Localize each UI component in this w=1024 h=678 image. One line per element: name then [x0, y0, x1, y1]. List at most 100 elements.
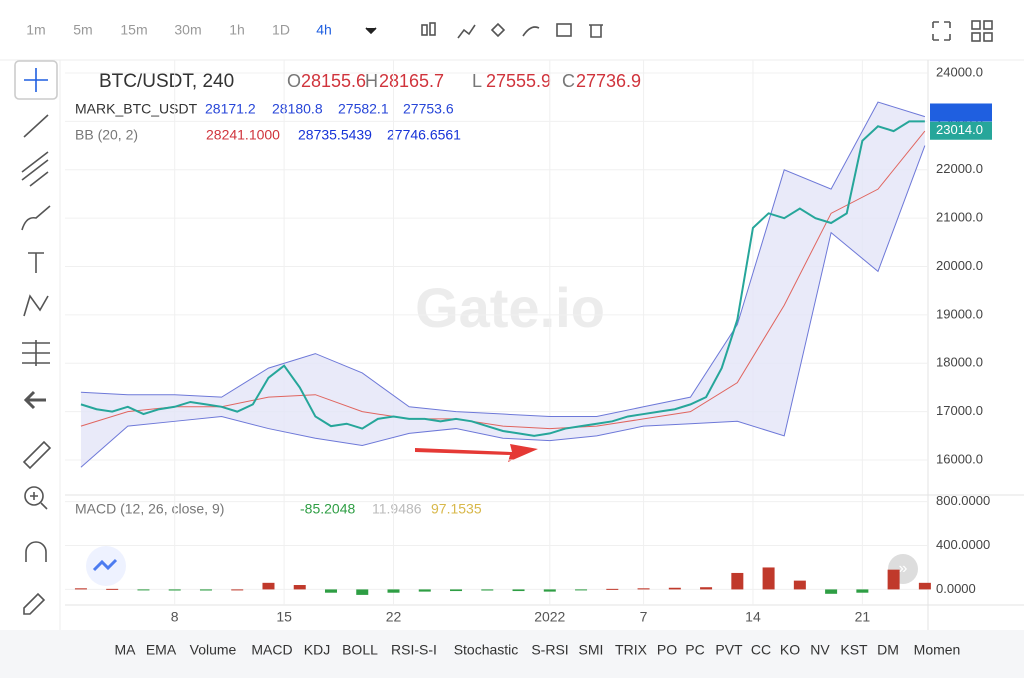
macd-name: MACD (12, 26, close, 9) [75, 501, 224, 517]
scroll-icon: » [899, 560, 908, 577]
fib-tool[interactable] [21, 151, 49, 187]
mark-value: 27753.6 [403, 101, 454, 117]
interval-button[interactable]: 1h [229, 22, 245, 38]
mark-value: 28171.2 [205, 101, 256, 117]
indicator-button[interactable]: PVT [715, 642, 743, 658]
y-tick-label: 21000.0 [936, 210, 983, 225]
macd-value: 11.9486 [372, 501, 422, 517]
candle-icon[interactable] [421, 24, 428, 36]
y-tick-label: 24000.0 [936, 64, 983, 79]
fullscreen-icon[interactable] [932, 21, 951, 41]
x-tick-label: 8 [171, 609, 179, 625]
interval-button[interactable]: 1m [26, 22, 45, 38]
mark-value: 27582.1 [338, 101, 389, 117]
macd-tick-label: 800.0000 [936, 493, 990, 508]
interval-dropdown[interactable] [365, 27, 377, 35]
y-tick-label: 22000.0 [936, 161, 983, 176]
ohlc-value: 27736.9 [576, 71, 641, 91]
bb-lower [80, 145, 926, 468]
macd-bar [387, 589, 400, 593]
ohlc-label: C [562, 71, 575, 91]
magnet-tool[interactable] [25, 541, 47, 562]
interval-button[interactable]: 4h [316, 22, 332, 38]
indicator-button[interactable]: KO [780, 642, 800, 658]
indicator-button[interactable]: BOLL [342, 642, 378, 658]
mark-value: 28180.8 [272, 101, 323, 117]
settings-icon[interactable] [490, 22, 506, 38]
macd-bar [262, 582, 275, 590]
indicator-button[interactable]: Volume [190, 642, 237, 658]
ruler-tool[interactable] [22, 440, 52, 470]
indicator-button[interactable]: RSI-S-I [391, 642, 437, 658]
macd-bar [199, 589, 212, 591]
macd-bar [543, 589, 556, 592]
ohlc-value: 27555.9 [486, 71, 551, 91]
symbol: BTC/USDT, 240 [99, 71, 234, 92]
x-tick-label: 2022 [534, 609, 565, 625]
layout-icon[interactable] [971, 20, 981, 30]
measure-tool[interactable] [22, 340, 50, 366]
indicator-button[interactable]: NV [810, 642, 830, 658]
zoom-tool[interactable] [24, 486, 44, 506]
indicator-button[interactable]: SMI [579, 642, 604, 658]
indicator-button[interactable]: KST [840, 642, 868, 658]
pattern-tool[interactable] [23, 294, 49, 317]
macd-bar [825, 589, 838, 594]
toolbar-icons [365, 20, 993, 42]
macd-bar [731, 572, 744, 590]
text-tool[interactable] [28, 252, 44, 273]
indicator-icon[interactable] [457, 24, 476, 39]
indicator-button[interactable]: Momen [914, 642, 961, 658]
macd-bar [637, 588, 650, 590]
indicator-button[interactable]: Stochastic [454, 642, 519, 658]
interval-button[interactable]: 1D [272, 22, 290, 38]
indicator-button[interactable]: MA [115, 642, 137, 658]
indicator-button[interactable]: S-RSI [531, 642, 568, 658]
candle-icon[interactable] [429, 22, 436, 36]
macd-bar [293, 585, 306, 590]
macd-bar [74, 588, 87, 590]
indicator-button[interactable]: EMA [146, 642, 177, 658]
indicator-button[interactable]: KDJ [304, 642, 330, 658]
y-tick-label: 18000.0 [936, 355, 983, 370]
macd-bar [856, 589, 869, 593]
back-tool[interactable] [23, 390, 46, 410]
macd-bar [918, 582, 931, 590]
line-tool[interactable] [23, 114, 49, 138]
ohlc-label: H [365, 71, 378, 91]
brush-tool[interactable] [21, 205, 51, 231]
indicator-bar [0, 630, 1024, 678]
interval-button[interactable]: 5m [73, 22, 92, 38]
x-tick-label: 14 [745, 609, 761, 625]
price-tag [930, 103, 992, 122]
indicator-button[interactable]: PC [685, 642, 704, 658]
x-tick-label: 15 [276, 609, 292, 625]
macd-bar [324, 589, 337, 593]
macd-tick-label: 400.0000 [936, 537, 990, 552]
delete-icon[interactable] [589, 24, 603, 38]
price-tag [930, 121, 992, 140]
interval-button[interactable]: 30m [174, 22, 201, 38]
lock-tool[interactable] [23, 592, 46, 615]
macd-value: 97.1535 [431, 501, 482, 517]
macd-bar [231, 589, 244, 591]
indicator-button[interactable]: CC [751, 642, 771, 658]
interval-button[interactable]: 15m [120, 22, 147, 38]
cross-tool[interactable] [14, 60, 58, 100]
x-tick-label: 21 [855, 609, 871, 625]
indicator-button[interactable]: MACD [251, 642, 292, 658]
screenshot-icon[interactable] [556, 23, 572, 37]
indicator-button[interactable]: DM [877, 642, 899, 658]
indicator-button[interactable]: TRIX [615, 642, 648, 658]
bb-value: 28735.5439 [298, 127, 372, 143]
y-tick-label: 17000.0 [936, 403, 983, 418]
y-tick-label: 16000.0 [936, 451, 983, 466]
draw-icon[interactable] [522, 26, 540, 37]
indicator-button[interactable]: PO [657, 642, 677, 658]
x-tick-label: 7 [640, 609, 648, 625]
macd-bar [512, 589, 525, 592]
macd-bar [762, 567, 775, 590]
ohlc-label: L [472, 71, 482, 91]
